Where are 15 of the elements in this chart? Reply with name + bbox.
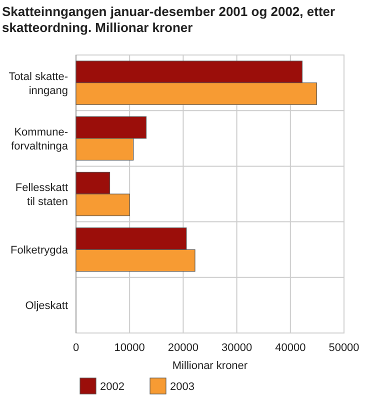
x-tick-label: 30000: [222, 342, 252, 354]
legend-label: 2003: [170, 381, 194, 393]
x-tick-label: 20000: [168, 342, 198, 354]
x-tick-label: 50000: [328, 342, 360, 354]
x-axis-title: Millionar kroner: [172, 360, 248, 372]
legend-label: 2002: [100, 381, 124, 393]
x-tick-label: 40000: [275, 342, 306, 354]
y-tick-label: Total skatte- inngang: [8, 70, 68, 97]
x-tick-label: 10000: [114, 342, 145, 354]
y-tick-label: Fellesskatt til staten: [15, 182, 68, 208]
x-tick-label: 0: [72, 342, 80, 354]
chart-title: Skatteinngangen januar-desember 2001 og 2002, etter skatteordning. Millionar kroner: [2, 4, 336, 35]
y-tick-label: Kommune- forvaltninga: [11, 126, 69, 152]
y-tick-label: Oljeskatt: [25, 300, 68, 312]
y-tick-label: Folketrygda: [10, 244, 69, 257]
